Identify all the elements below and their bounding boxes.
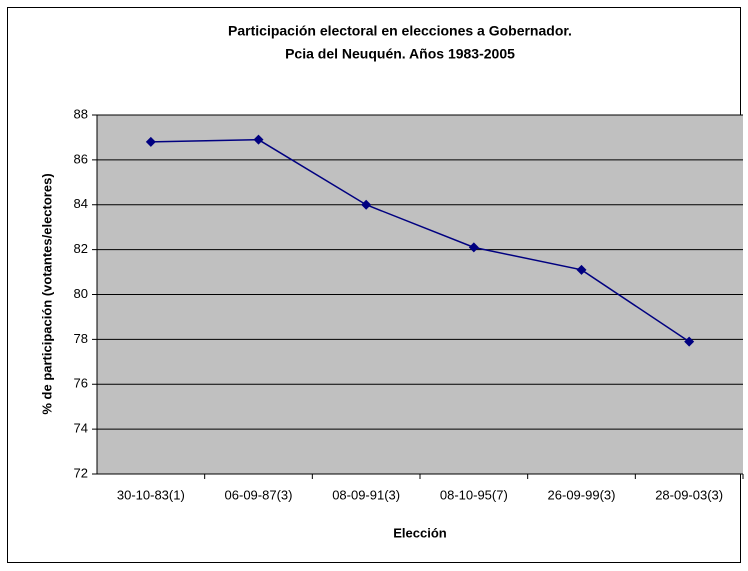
x-tick-label: 08-10-95(7) xyxy=(440,487,508,502)
y-axis-title: % de participación (votantes/electores) xyxy=(39,173,54,414)
marker xyxy=(361,199,372,210)
y-tick-label: 80 xyxy=(74,286,88,301)
marker xyxy=(145,136,156,147)
y-tick-label: 78 xyxy=(74,331,88,346)
x-tick-label: 26-09-99(3) xyxy=(548,487,616,502)
chart-title: Participación electoral en elecciones a … xyxy=(228,23,572,39)
y-tick-label: 76 xyxy=(74,376,88,391)
x-tick-label: 06-09-87(3) xyxy=(225,487,293,502)
y-tick-label: 72 xyxy=(74,465,88,480)
marker xyxy=(468,242,479,253)
y-tick-label: 86 xyxy=(74,151,88,166)
x-axis-title: Elección xyxy=(393,525,447,540)
marker xyxy=(684,336,695,347)
y-tick-label: 74 xyxy=(74,421,88,436)
y-tick-label: 88 xyxy=(74,106,88,121)
y-tick-label: 82 xyxy=(74,241,88,256)
chart-title: Pcia del Neuquén. Años 1983-2005 xyxy=(285,46,515,62)
y-tick-label: 84 xyxy=(74,196,88,211)
line xyxy=(150,138,690,343)
marker xyxy=(253,134,264,145)
x-tick-label: 30-10-83(1) xyxy=(117,487,185,502)
x-tick-label: 28-09-03(3) xyxy=(655,487,723,502)
x-tick-label: 08-09-91(3) xyxy=(332,487,400,502)
marker xyxy=(576,264,587,275)
